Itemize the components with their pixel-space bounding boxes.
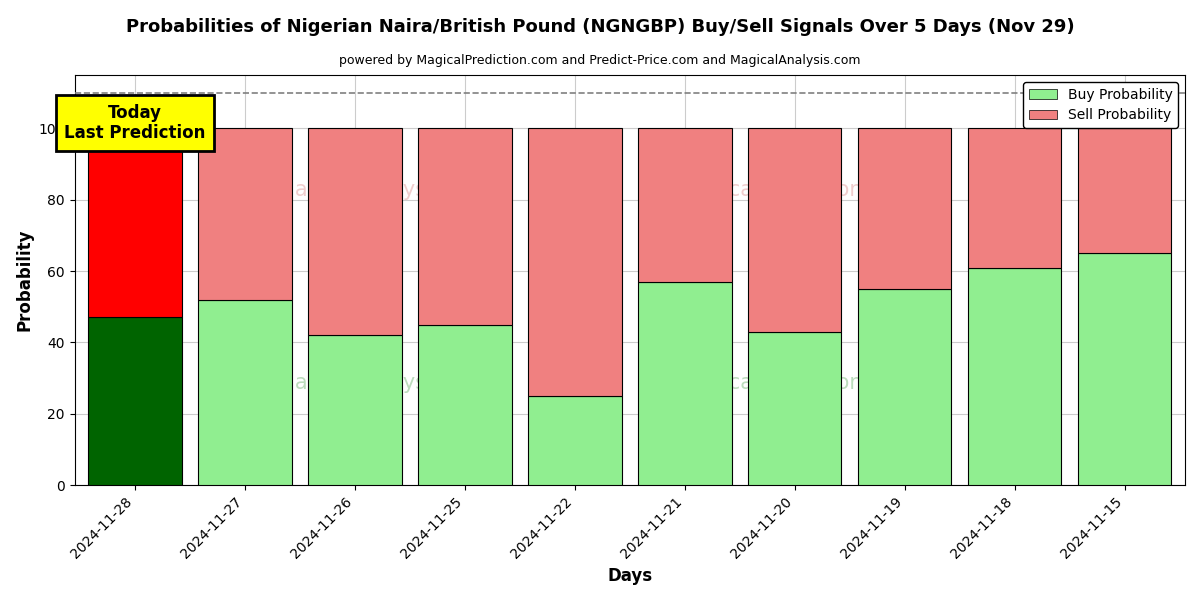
Bar — [858, 128, 952, 289]
Text: powered by MagicalPrediction.com and Predict-Price.com and MagicalAnalysis.com: powered by MagicalPrediction.com and Pre… — [340, 54, 860, 67]
Bar — [198, 299, 292, 485]
Bar — [89, 128, 182, 317]
Bar — [528, 396, 622, 485]
Y-axis label: Probability: Probability — [16, 229, 34, 331]
Text: Probabilities of Nigerian Naira/British Pound (NGNGBP) Buy/Sell Signals Over 5 D: Probabilities of Nigerian Naira/British … — [126, 18, 1074, 36]
Text: MagicalPrediction.com: MagicalPrediction.com — [679, 180, 913, 200]
Bar — [308, 335, 402, 485]
Bar — [528, 128, 622, 396]
Bar — [198, 128, 292, 299]
X-axis label: Days: Days — [607, 567, 653, 585]
Bar — [968, 128, 1061, 268]
Text: MagicalPrediction.com: MagicalPrediction.com — [679, 373, 913, 392]
Bar — [89, 317, 182, 485]
Bar — [858, 289, 952, 485]
Bar — [419, 325, 511, 485]
Bar — [1078, 253, 1171, 485]
Legend: Buy Probability, Sell Probability: Buy Probability, Sell Probability — [1024, 82, 1178, 128]
Bar — [968, 268, 1061, 485]
Bar — [748, 128, 841, 332]
Bar — [638, 282, 732, 485]
Bar — [308, 128, 402, 335]
Text: Today
Last Prediction: Today Last Prediction — [65, 104, 206, 142]
Bar — [638, 128, 732, 282]
Bar — [1078, 128, 1171, 253]
Text: MagicalAnalysis.com: MagicalAnalysis.com — [277, 373, 494, 392]
Text: MagicalAnalysis.com: MagicalAnalysis.com — [277, 180, 494, 200]
Bar — [748, 332, 841, 485]
Bar — [419, 128, 511, 325]
